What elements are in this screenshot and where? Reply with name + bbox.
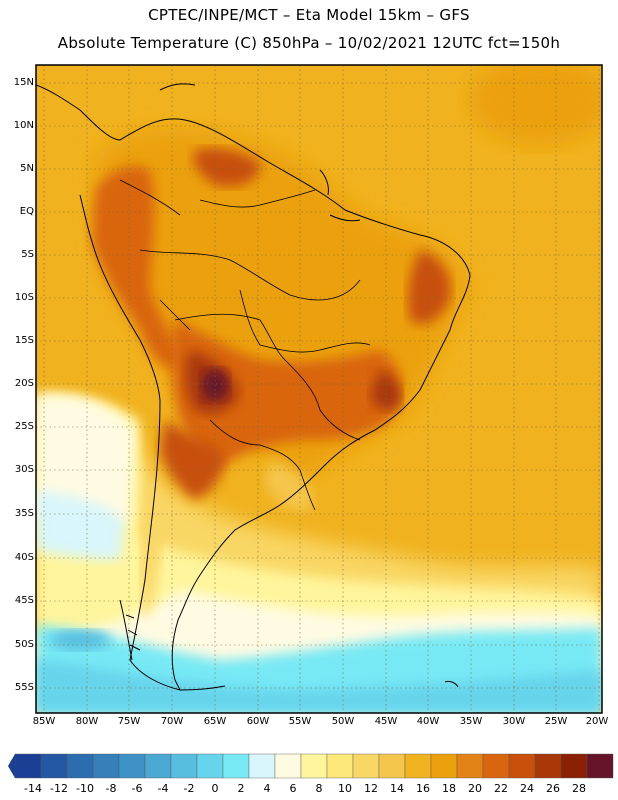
colorbar-label: 2: [237, 782, 245, 795]
colorbar-swatch: [430, 753, 458, 779]
colorbar-swatch: [560, 753, 588, 779]
colorbar-swatch: [66, 753, 94, 779]
map-subtitle: Absolute Temperature (C) 850hPa – 10/02/…: [57, 34, 561, 52]
lon-gridlines: [43, 65, 600, 713]
colorbar-label: 24: [520, 782, 534, 795]
country-borders: [119, 179, 371, 511]
colorbar-swatch: [274, 753, 302, 779]
colorbar-low-arrow: [8, 754, 15, 778]
colorbar-swatch: [144, 753, 172, 779]
colorbar-swatch: [586, 753, 614, 779]
lon-label: 60W: [246, 716, 270, 727]
lat-label: 5S: [21, 249, 34, 260]
lat-label: 10N: [13, 120, 34, 131]
lat-label: 15N: [13, 77, 34, 88]
lat-label: 10S: [14, 292, 34, 303]
lat-label: 40S: [14, 552, 34, 563]
colorbar-label: 22: [494, 782, 508, 795]
colorbar: [8, 753, 614, 779]
colorbar-swatch: [456, 753, 484, 779]
colorbar-label: -10: [76, 782, 94, 795]
colorbar-swatch: [482, 753, 510, 779]
lon-label: 70W: [160, 716, 184, 727]
colorbar-label: -4: [157, 782, 169, 795]
colorbar-label: 12: [364, 782, 378, 795]
map-frame: [35, 64, 603, 714]
colorbar-swatch: [92, 753, 120, 779]
lon-label: 85W: [32, 716, 56, 727]
lon-label: 20W: [585, 716, 609, 727]
map-title: CPTEC/INPE/MCT – Eta Model 15km – GFS: [148, 6, 470, 24]
colorbar-swatch: [196, 753, 224, 779]
lat-label: 25S: [14, 421, 34, 432]
colorbar-swatch: [170, 753, 198, 779]
lat-label: 20S: [14, 378, 34, 389]
lon-label: 65W: [203, 716, 227, 727]
colorbar-label: 0: [211, 782, 219, 795]
lat-label: 45S: [14, 595, 34, 606]
lon-label: 25W: [544, 716, 568, 727]
colorbar-swatch: [326, 753, 354, 779]
colorbar-label: 20: [468, 782, 482, 795]
colorbar-swatch: [118, 753, 146, 779]
colorbar-label: 8: [315, 782, 323, 795]
colorbar-label: -2: [183, 782, 195, 795]
colorbar-swatch: [222, 753, 250, 779]
colorbar-label: 4: [263, 782, 271, 795]
colorbar-swatch: [352, 753, 380, 779]
lon-label: 45W: [374, 716, 398, 727]
colorbar-swatch: [508, 753, 536, 779]
colorbar-label: 26: [546, 782, 560, 795]
lon-label: 80W: [75, 716, 99, 727]
colorbar-swatch: [40, 753, 68, 779]
lat-label: 15S: [14, 335, 34, 346]
colorbar-label: -12: [50, 782, 68, 795]
lat-label: EQ: [19, 206, 34, 217]
lat-label: 5N: [20, 163, 34, 174]
lon-label: 55W: [288, 716, 312, 727]
colorbar-swatch: [378, 753, 406, 779]
colorbar-label: 10: [338, 782, 352, 795]
lon-label: 30W: [502, 716, 526, 727]
colorbar-high-arrow: [612, 754, 613, 778]
lon-label: 50W: [331, 716, 355, 727]
lon-label: 75W: [117, 716, 141, 727]
colorbar-label: 28: [572, 782, 586, 795]
lon-label: 40W: [416, 716, 440, 727]
colorbar-swatch: [404, 753, 432, 779]
coastlines: [36, 83, 471, 691]
colorbar-label: -8: [105, 782, 117, 795]
colorbar-swatch: [534, 753, 562, 779]
lat-label: 35S: [14, 508, 34, 519]
colorbar-label: 14: [390, 782, 404, 795]
colorbar-swatch: [248, 753, 276, 779]
colorbar-label: 18: [442, 782, 456, 795]
colorbar-swatch: [14, 753, 42, 779]
colorbar-label: 16: [416, 782, 430, 795]
lat-label: 50S: [14, 639, 34, 650]
colorbar-label: 6: [289, 782, 297, 795]
lon-label: 35W: [459, 716, 483, 727]
colorbar-swatch: [300, 753, 328, 779]
lat-label: 55S: [14, 682, 34, 693]
colorbar-label: -6: [131, 782, 143, 795]
colorbar-label: -14: [24, 782, 42, 795]
lat-label: 30S: [14, 464, 34, 475]
